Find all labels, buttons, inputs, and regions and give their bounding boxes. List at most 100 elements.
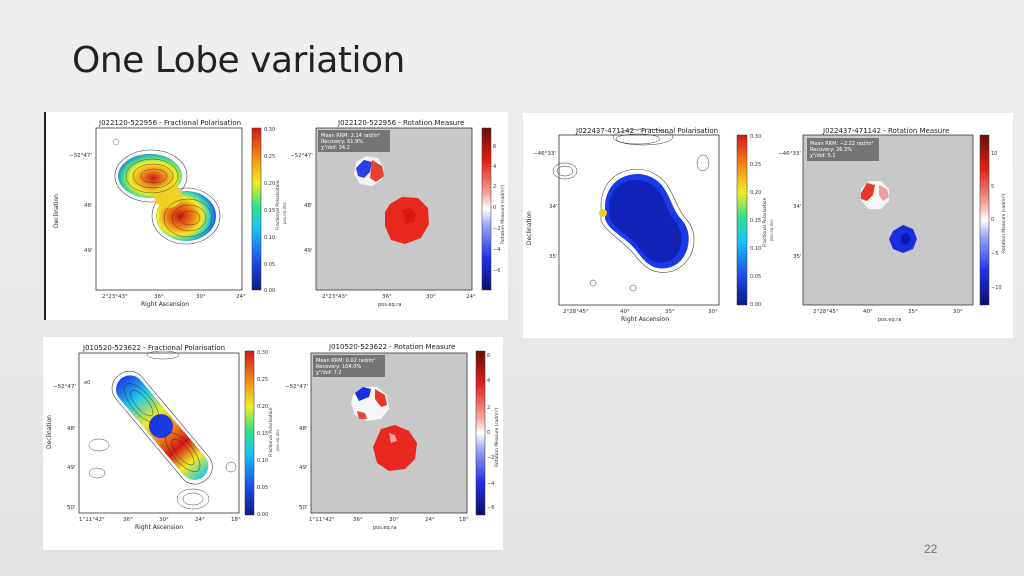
fp-dec-tick: −46°33' [533, 151, 556, 157]
figure-j022120-522956: J022120-522956 - Fractional Polarisation… [44, 112, 508, 320]
rm-cbar-tick: 6 [487, 353, 490, 359]
figure-j022437-471142: J022437-471142 - Fractional Polarisation… [523, 113, 1013, 338]
rm-ra-tick: 30° [389, 517, 399, 523]
rm-stat-mean: Mean RRM: −2.22 rad/m² [810, 141, 874, 147]
rm-xlabel: pos.eq.ra [878, 317, 901, 323]
rm-dec-tick: 34' [793, 204, 802, 210]
rm-source-image [861, 181, 917, 253]
fp-cbar-tick: 0.05 [750, 274, 761, 280]
fp-dec-tick: 34' [549, 204, 558, 210]
fp-cbar-label: Fractional Polarisation [275, 180, 281, 230]
rm-stat-recovery: Recovery: 61.9% [321, 139, 363, 145]
fp-cbar-tick: 0.00 [257, 512, 268, 518]
fp-cbar-tick: 0.20 [264, 181, 275, 187]
fp-source-image: a0 [84, 350, 237, 510]
fp-dec-tick: −52°47' [53, 384, 76, 390]
fp-ylabel: Declination [53, 194, 60, 228]
rm-cbar-tick: 0 [991, 217, 994, 223]
fp-ra-tick: 30° [708, 309, 718, 315]
rm-ra-tick: 35° [908, 309, 918, 315]
rm-stat-mean: Mean RRM: 2.14 rad/m² [321, 133, 380, 139]
rm-stat-recovery: Recovery: 26.3% [810, 147, 852, 153]
rm-dec-tick: 35' [793, 254, 802, 260]
fp-cbar-tick: 0.05 [257, 485, 268, 491]
fp-dec-tick: 48' [67, 426, 76, 432]
fp-cbar-tick: 0.30 [750, 134, 761, 140]
rm-cbar-tick: −2 [487, 455, 494, 461]
rm-stat-mean: Mean RRM: 0.02 rad/m² [316, 358, 375, 364]
slide-title: One Lobe variation [72, 40, 405, 81]
fp-dec-tick: 49' [84, 248, 93, 254]
rm-stats-box [313, 355, 385, 377]
rm-xlabel: pos.eq.ra [378, 302, 401, 308]
rm-title: J010520-523622 - Rotation Measure [328, 343, 455, 351]
rm-colorbar [979, 134, 990, 306]
fp-cbar-tick: 0.00 [264, 288, 275, 294]
fp-cbar-label: Fractional Polarisation [762, 197, 768, 247]
rm-title: J022120-522956 - Rotation Measure [337, 119, 464, 127]
figure-3-graphic: J010520-523622 - Fractional Polarisation… [46, 343, 500, 531]
fp-cbar-tick: 0.20 [750, 190, 761, 196]
rm-cbar-tick: 6 [493, 144, 496, 150]
rm-cbar-tick: −10 [991, 285, 1002, 291]
fp-cbar-sublabel: pos.eq.dec [275, 429, 280, 451]
rm-cbar-tick: −4 [493, 247, 500, 253]
fp-source-image [552, 128, 710, 292]
fp-cbar-tick: 0.10 [264, 235, 275, 241]
rm-xlabel: pos.eq.ra [373, 525, 396, 531]
fp-cbar-tick: 0.25 [750, 162, 761, 168]
rm-stat-chi2: χ²/dof: 7.2 [316, 370, 342, 376]
rm-source-image [351, 387, 417, 471]
rm-cbar-tick: −6 [487, 505, 494, 511]
rm-ra-tick: 30° [953, 309, 963, 315]
rm-dec-tick: −52°47' [290, 153, 313, 159]
fp-cbar-tick: 0.20 [257, 404, 268, 410]
rm-stats-box [318, 130, 390, 152]
fp-cbar-tick: 0.25 [264, 154, 275, 160]
rm-ra-tick: 24° [425, 517, 435, 523]
rm-ra-tick: 2°23°43° [322, 294, 348, 300]
fp-xlabel: Right Ascension [141, 301, 189, 308]
fp-cbar-tick: 0.30 [264, 127, 275, 133]
rm-cbar-label: Rotation Measure (rad/m²) [500, 184, 506, 244]
fp-dec-tick: 35' [549, 254, 558, 260]
fp-ra-tick: 40° [620, 309, 630, 315]
fp-ra-tick: 30° [159, 517, 169, 523]
rm-dec-tick: 48' [299, 426, 308, 432]
fp-ra-tick: 2°23°43° [102, 294, 128, 300]
fp-cbar-tick: 0.10 [257, 458, 268, 464]
rm-cbar-label: Rotation Measure (rad/m²) [1001, 193, 1007, 253]
fp-title: J010520-523622 - Fractional Polarisation [82, 344, 225, 352]
rm-stat-chi2: χ²/dof: 5.1 [810, 153, 836, 159]
fp-ylabel: Declination [526, 211, 533, 245]
rm-cbar-tick: 2 [493, 184, 496, 190]
fp-cbar-sublabel: pos.eq.dec [769, 219, 774, 241]
fp-ra-tick: 2°28°45° [563, 309, 589, 315]
fp-ra-tick: 1°11°42° [79, 517, 105, 523]
fp-ra-tick: 36° [123, 517, 133, 523]
fp-ra-tick: 35° [665, 309, 675, 315]
rm-cbar-tick: 4 [493, 164, 496, 170]
rm-ra-tick: 30° [426, 294, 436, 300]
rm-ra-tick: 2°28°45° [813, 309, 839, 315]
rm-cbar-tick: −2 [493, 226, 500, 232]
fp-cbar-tick: 0.10 [750, 246, 761, 252]
fp-ra-tick: 24° [236, 294, 246, 300]
rm-cbar-tick: 0 [487, 430, 490, 436]
rm-ra-tick: 36° [382, 294, 392, 300]
fp-cbar-tick: 0.00 [750, 302, 761, 308]
fp-ra-tick: 36° [154, 294, 164, 300]
rm-cbar-tick: 4 [487, 378, 490, 384]
rm-cbar-label: Rotation Measure (rad/m²) [494, 407, 500, 467]
rm-ra-tick: 1°11°42° [309, 517, 335, 523]
rm-stat-chi2: χ²/dof: 34.2 [321, 145, 350, 151]
fp-cbar-label: Fractional Polarisation [268, 407, 274, 457]
rm-cbar-tick: 10 [991, 151, 997, 157]
fp-xlabel: Right Ascension [135, 524, 183, 531]
fp-ra-tick: 30° [196, 294, 206, 300]
fp-dec-tick: 49' [67, 465, 76, 471]
rm-dec-tick: 48' [304, 203, 313, 209]
rm-cbar-tick: −4 [487, 481, 494, 487]
rm-ra-tick: 36° [353, 517, 363, 523]
figure-2-graphic: J022437-471142 - Fractional Polarisation… [526, 127, 1007, 323]
